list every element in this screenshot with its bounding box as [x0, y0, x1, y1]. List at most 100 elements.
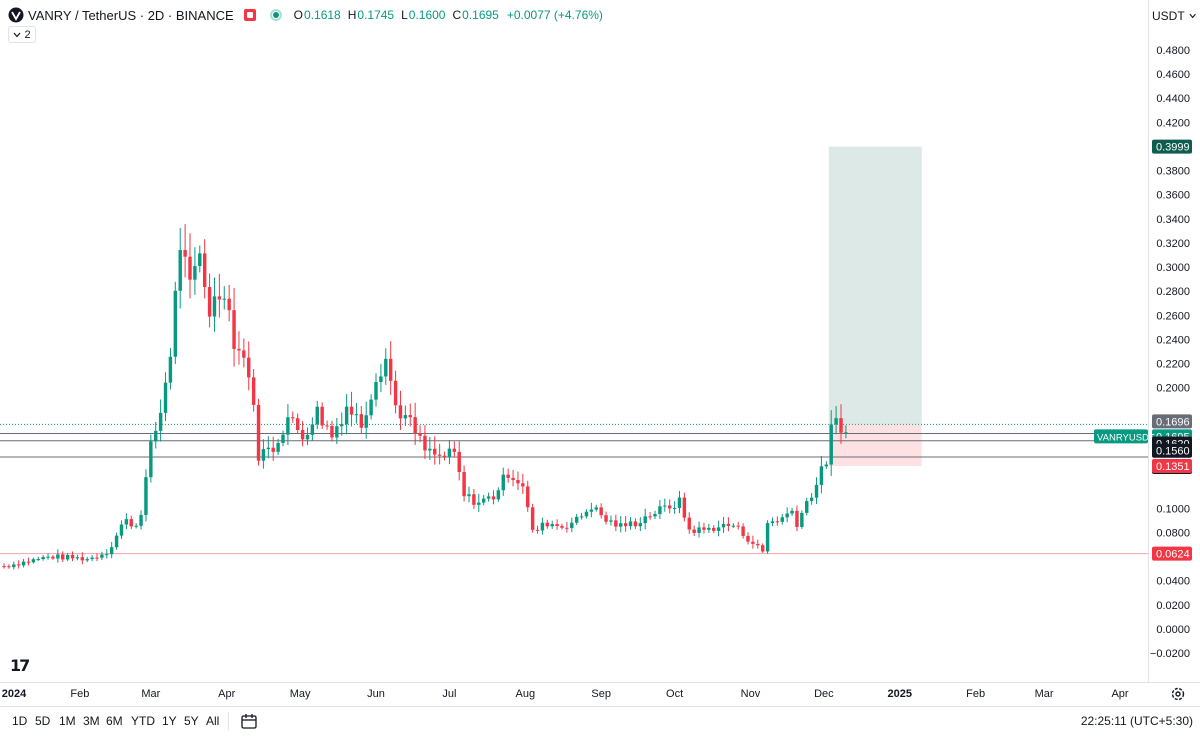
candle-body — [75, 557, 80, 559]
candle-body — [354, 414, 359, 416]
y-tick-label: 0.1000 — [1156, 503, 1190, 515]
candle-body — [751, 541, 755, 544]
support-price-label: 0.0624 — [1152, 546, 1192, 561]
candle-body — [295, 418, 300, 430]
timeframe-ytd-button[interactable]: YTD — [131, 714, 155, 728]
timeframe-6m-button[interactable]: 6M — [106, 714, 123, 728]
y-tick-label: 0.3600 — [1156, 190, 1190, 202]
candle-body — [741, 526, 745, 536]
stop-price-label: 0.1351 — [1152, 458, 1192, 473]
gray-price-label-text: 0.1696 — [1156, 416, 1190, 428]
candle-body — [770, 521, 775, 524]
support-price-label-text: 0.0624 — [1156, 549, 1190, 561]
candle-body — [149, 441, 153, 478]
y-tick-label: 0.4400 — [1156, 93, 1190, 105]
candle-body — [780, 517, 784, 522]
candle-body — [736, 525, 740, 527]
gear-icon[interactable] — [1170, 686, 1186, 702]
timeframe-all-button[interactable]: All — [206, 714, 220, 728]
candle-body — [237, 348, 241, 351]
candle-body — [261, 449, 266, 461]
calendar-icon[interactable] — [240, 712, 258, 730]
candle-body — [574, 516, 579, 523]
candle-body — [242, 350, 246, 358]
timeframe-5y-button[interactable]: 5Y — [184, 714, 199, 728]
candle-body — [124, 519, 129, 525]
candle-body — [726, 523, 731, 526]
y-tick-label: 0.0800 — [1156, 527, 1190, 539]
y-tick-label: 0.3200 — [1156, 238, 1190, 250]
indicators-toggle-button[interactable]: 2 — [8, 26, 36, 43]
y-tick-label: 0.0200 — [1156, 600, 1190, 612]
x-tick-label: Sep — [591, 688, 611, 700]
candle-body — [594, 507, 598, 510]
candle-body — [775, 521, 780, 523]
candle-body — [222, 298, 226, 300]
candle-body — [530, 507, 535, 530]
timeframe-1m-button[interactable]: 1M — [59, 714, 76, 728]
x-tick-label: 2025 — [887, 688, 911, 700]
y-tick-label: 0.4600 — [1156, 69, 1190, 81]
candle-body — [12, 564, 16, 568]
candle-body — [579, 516, 584, 518]
x-tick-label: Jul — [442, 688, 456, 700]
candle-body — [232, 310, 236, 349]
clock-readout[interactable]: 22:25:11 (UTC+5:30) — [1080, 714, 1193, 728]
candle-body — [467, 494, 471, 497]
candle-body — [477, 502, 481, 505]
candle-body — [672, 507, 677, 509]
candle-body — [325, 425, 329, 427]
candle-body — [310, 424, 315, 435]
tradingview-logo[interactable]: 17 — [10, 656, 30, 675]
market-status-icon[interactable] — [269, 9, 282, 21]
y-tick-label: 0.2000 — [1156, 383, 1190, 395]
timeframe-3m-button[interactable]: 3M — [83, 714, 100, 728]
candle-body — [266, 447, 271, 450]
candle-body — [824, 464, 829, 467]
candle-body — [628, 521, 633, 527]
candle-body — [609, 520, 613, 522]
candle-body — [809, 497, 814, 502]
candle-body — [712, 527, 716, 531]
candle-body — [393, 380, 398, 406]
candle-body — [697, 527, 701, 533]
candle-body — [134, 525, 138, 527]
candle-body — [643, 516, 647, 524]
candle-body — [379, 376, 383, 382]
price-chart[interactable]: 0.4800 0.4600 0.4400 0.4200 0.3800 0.3600 0.34… — [0, 0, 1200, 706]
timeframe-1d-button[interactable]: 1D — [12, 714, 28, 728]
support-price-label-bg — [1152, 546, 1192, 561]
timeframe-1y-button[interactable]: 1Y — [162, 714, 177, 728]
candle-body — [555, 524, 559, 526]
candle-body — [330, 425, 334, 438]
candle-body — [565, 527, 569, 529]
candle-body — [599, 507, 603, 516]
ohlc-open: O0.1618 — [293, 8, 341, 22]
y-tick-label: 0.3800 — [1156, 166, 1190, 178]
candle-body — [677, 497, 682, 508]
candle-body — [202, 253, 207, 288]
y-tick-label: 0.0000 — [1156, 624, 1190, 636]
candle-body — [462, 472, 466, 497]
symbol-tag-text: VANRYUSDT — [1097, 432, 1155, 443]
chart-header: VANRY / TetherUS · 2D · BINANCE O0.1618 … — [0, 0, 1148, 48]
candle-body — [560, 525, 564, 528]
candle-body — [271, 447, 275, 452]
symbol-title[interactable]: VANRY / TetherUS · 2D · BINANCE — [28, 7, 234, 23]
candle-body — [114, 535, 119, 548]
candle-body — [388, 358, 393, 381]
x-tick-label: Mar — [141, 688, 160, 700]
candle-body — [286, 417, 290, 435]
chevron-down-icon — [13, 32, 21, 37]
currency-label: USDT — [1152, 9, 1185, 23]
candle-body — [702, 527, 706, 530]
candle-body — [198, 253, 202, 267]
candle-body — [139, 514, 143, 526]
candle-body — [56, 554, 60, 559]
candle-body — [36, 559, 40, 561]
flag-icon[interactable] — [243, 9, 256, 21]
candle-body — [760, 545, 765, 552]
currency-selector[interactable]: USDT — [1152, 5, 1196, 27]
candle-body — [844, 432, 848, 434]
timeframe-5d-button[interactable]: 5D — [35, 714, 51, 728]
